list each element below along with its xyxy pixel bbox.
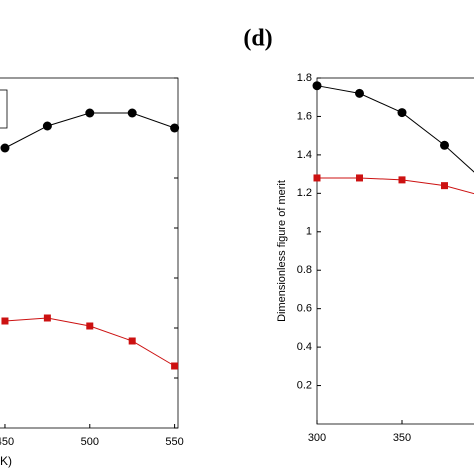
y-tick-label: 1.6 xyxy=(297,110,312,122)
series-line xyxy=(317,177,474,195)
data-point xyxy=(440,140,449,150)
y-axis-label: Dimensionless figure of merit xyxy=(276,180,288,322)
y-tick-label: 1.8 xyxy=(297,72,312,84)
data-point xyxy=(128,337,136,345)
series-line xyxy=(316,85,474,173)
x-tick-label: 300 xyxy=(308,432,326,444)
legend-box xyxy=(0,89,8,129)
data-point xyxy=(312,81,322,91)
x-tick-label: 350 xyxy=(393,432,411,444)
x-tick-label: 450 xyxy=(0,436,14,448)
data-point xyxy=(86,322,94,330)
y-tick-label: 1.2 xyxy=(297,187,312,199)
data-point xyxy=(43,314,51,322)
data-point xyxy=(398,176,406,184)
x-tick-label: 550 xyxy=(165,436,183,448)
data-point xyxy=(0,143,10,153)
data-point xyxy=(441,182,448,190)
data-point xyxy=(170,123,180,133)
y-tick-label: 0.2 xyxy=(297,379,312,391)
series-line xyxy=(4,112,175,149)
y-tick-label: 0.4 xyxy=(297,341,312,353)
y-tick-label: 0.6 xyxy=(297,303,312,315)
data-point xyxy=(171,362,179,370)
data-point xyxy=(127,108,137,118)
x-tick-label: 500 xyxy=(81,436,99,448)
plot-frame xyxy=(0,77,179,429)
data-point xyxy=(355,88,364,98)
data-point xyxy=(356,174,363,182)
y-tick-label: 1.4 xyxy=(297,149,312,161)
y-tick-label: 0.8 xyxy=(297,264,312,276)
data-point xyxy=(313,174,321,182)
data-point xyxy=(42,121,52,131)
figure-title: (d) xyxy=(243,26,272,52)
data-point xyxy=(1,317,9,325)
y-tick-label: 1 xyxy=(306,226,312,238)
data-point xyxy=(85,108,95,118)
x-axis-label: K) xyxy=(0,454,12,468)
plot-frame xyxy=(316,77,474,425)
data-point xyxy=(397,108,407,118)
